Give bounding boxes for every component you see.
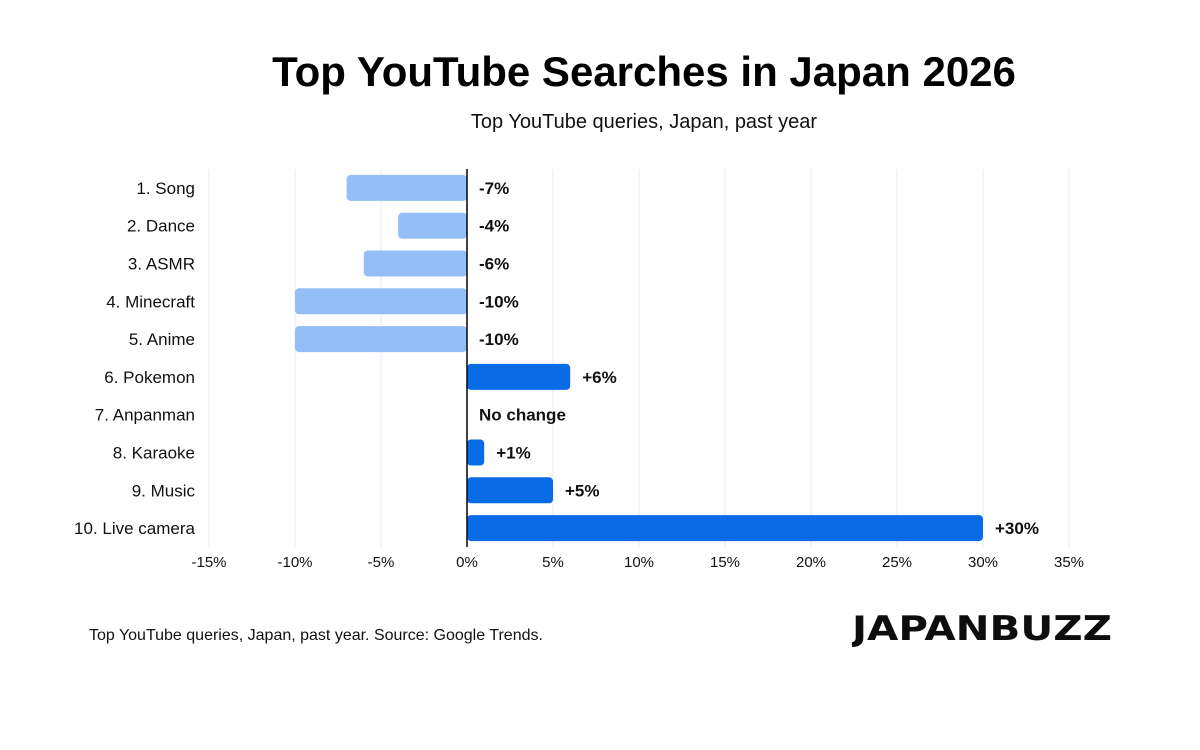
category-label: 7. Anpanman <box>95 406 195 425</box>
source-note: Top YouTube queries, Japan, past year. S… <box>89 627 543 644</box>
x-tick-label: 25% <box>882 554 912 571</box>
category-label: 10. Live camera <box>74 519 195 538</box>
chart-subtitle: Top YouTube queries, Japan, past year <box>470 111 818 133</box>
data-label: +6% <box>582 368 617 387</box>
data-label: +5% <box>565 481 600 500</box>
x-tick-label: 35% <box>1054 554 1084 571</box>
category-labels: 1. Song 2. Dance 3. ASMR 4. Minecraft 5. Ani… <box>74 179 195 538</box>
data-label: -7% <box>479 179 509 198</box>
bar <box>467 515 983 542</box>
x-tick-label: -5% <box>368 554 395 571</box>
category-label: 9. Music <box>132 481 196 500</box>
x-tick-label: 10% <box>624 554 654 571</box>
data-labels: -7% -4% -6% -10% -10% +6% No change +1% +5% +30% <box>479 179 1039 538</box>
data-label: -10% <box>479 330 519 349</box>
bar <box>467 439 485 466</box>
bar <box>467 363 571 390</box>
data-label: +30% <box>995 519 1039 538</box>
data-label: -4% <box>479 217 509 236</box>
bar <box>467 477 553 504</box>
category-label: 8. Karaoke <box>113 444 195 463</box>
category-label: 1. Song <box>136 179 195 198</box>
category-label: 4. Minecraft <box>106 292 195 311</box>
data-label: No change <box>479 406 566 425</box>
svg-text:JAPANBUZZ: JAPANBUZZ <box>852 609 1112 648</box>
bar <box>346 174 467 201</box>
x-tick-label: 30% <box>968 554 998 571</box>
bar <box>398 212 467 239</box>
data-label: +1% <box>496 444 531 463</box>
bar <box>295 326 467 353</box>
category-label: 3. ASMR <box>128 255 195 274</box>
bars <box>295 174 983 542</box>
x-axis-ticks: -15% -10% -5% 0% 5% 10% 15% 20% 25% 30% 35% <box>191 554 1084 571</box>
category-label: 2. Dance <box>127 217 195 236</box>
japanbuzz-logo: JAPANBUZZ <box>852 609 1112 648</box>
data-label: -10% <box>479 292 519 311</box>
data-label: -6% <box>479 255 509 274</box>
category-label: 6. Pokemon <box>104 368 195 387</box>
x-tick-label: -10% <box>277 554 312 571</box>
x-tick-label: 15% <box>710 554 740 571</box>
category-label: 5. Anime <box>129 330 195 349</box>
bar <box>363 250 467 277</box>
x-tick-label: -15% <box>191 554 226 571</box>
bar <box>295 288 467 315</box>
x-tick-label: 20% <box>796 554 826 571</box>
gridlines <box>208 169 1070 547</box>
x-tick-label: 0% <box>456 554 478 571</box>
x-tick-label: 5% <box>542 554 564 571</box>
chart-title: Top YouTube Searches in Japan 2026 <box>272 48 1016 95</box>
